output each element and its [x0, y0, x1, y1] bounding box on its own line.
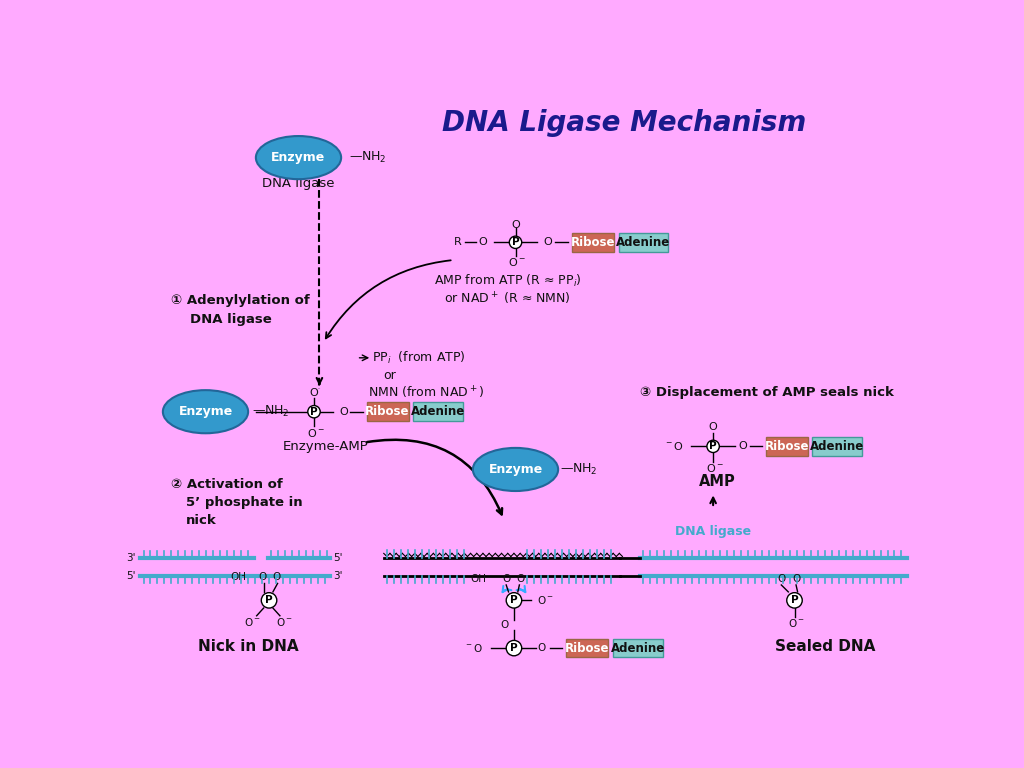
Text: Adenine: Adenine [411, 406, 465, 419]
Text: $^-$O: $^-$O [464, 642, 483, 654]
Text: AMP from ATP (R ≈ PP$_i$): AMP from ATP (R ≈ PP$_i$) [434, 273, 582, 289]
Circle shape [308, 406, 321, 418]
Text: OH: OH [230, 572, 247, 582]
Text: O: O [792, 574, 800, 584]
Text: Ribose: Ribose [366, 406, 410, 419]
Text: O: O [501, 620, 509, 630]
Text: nick: nick [186, 514, 217, 527]
FancyBboxPatch shape [414, 402, 463, 421]
FancyBboxPatch shape [618, 233, 669, 252]
Text: Nick in DNA: Nick in DNA [198, 639, 298, 654]
Text: AMP: AMP [698, 474, 735, 488]
Text: 5': 5' [334, 553, 343, 563]
Text: ③ Displacement of AMP seals nick: ③ Displacement of AMP seals nick [640, 386, 893, 399]
Circle shape [261, 593, 276, 608]
Text: PP$_i$  (from ATP): PP$_i$ (from ATP) [372, 349, 466, 366]
Text: O$^-$: O$^-$ [508, 257, 526, 268]
Text: 3': 3' [126, 553, 136, 563]
Text: Adenine: Adenine [616, 236, 671, 249]
Text: 5’ phosphate in: 5’ phosphate in [186, 496, 303, 509]
Text: O: O [738, 442, 746, 452]
Text: O: O [339, 407, 348, 417]
Text: O$^-$: O$^-$ [707, 462, 724, 474]
Text: DNA Ligase Mechanism: DNA Ligase Mechanism [442, 109, 806, 137]
Text: Adenine: Adenine [810, 440, 864, 453]
FancyBboxPatch shape [766, 437, 808, 455]
Text: Sealed DNA: Sealed DNA [775, 639, 876, 654]
Text: O: O [516, 574, 524, 584]
Text: O: O [502, 574, 510, 584]
Text: —NH$_2$: —NH$_2$ [252, 404, 290, 419]
FancyBboxPatch shape [613, 639, 663, 657]
Text: P: P [791, 595, 799, 605]
Text: O$^-$: O$^-$ [538, 594, 554, 607]
Text: DNA ligase: DNA ligase [190, 313, 271, 326]
FancyBboxPatch shape [572, 233, 614, 252]
Text: O$^-$: O$^-$ [788, 617, 805, 630]
Text: or: or [384, 369, 396, 382]
Text: O: O [511, 220, 520, 230]
Text: 3': 3' [334, 571, 343, 581]
Text: —NH$_2$: —NH$_2$ [560, 462, 598, 477]
Circle shape [509, 236, 521, 249]
Text: DNA ligase: DNA ligase [675, 525, 752, 538]
Text: O$^-$: O$^-$ [276, 616, 293, 628]
Circle shape [506, 641, 521, 656]
FancyBboxPatch shape [367, 402, 409, 421]
Circle shape [786, 593, 802, 608]
Text: P: P [510, 595, 518, 605]
Text: P: P [512, 237, 519, 247]
Text: —NH$_2$: —NH$_2$ [349, 150, 386, 165]
Text: Ribose: Ribose [564, 641, 609, 654]
Text: ① Adenylylation of: ① Adenylylation of [171, 293, 309, 306]
Text: ② Activation of: ② Activation of [171, 478, 283, 492]
Text: O$^-$: O$^-$ [244, 616, 260, 628]
Text: Enzyme-AMP: Enzyme-AMP [283, 440, 369, 453]
Text: O: O [272, 572, 281, 582]
Text: P: P [265, 595, 272, 605]
Text: 5': 5' [126, 571, 136, 581]
Text: O$^-$: O$^-$ [306, 427, 325, 439]
Text: P: P [510, 643, 518, 653]
Text: Enzyme: Enzyme [178, 406, 232, 419]
Text: O: O [544, 237, 552, 247]
Text: Enzyme: Enzyme [488, 463, 543, 476]
Text: NMN (from NAD$^+$): NMN (from NAD$^+$) [369, 385, 484, 402]
Text: O: O [709, 422, 718, 432]
Text: Adenine: Adenine [611, 641, 665, 654]
Text: Enzyme: Enzyme [271, 151, 326, 164]
Text: DNA ligase: DNA ligase [262, 177, 335, 190]
Text: Ribose: Ribose [570, 236, 615, 249]
Text: O: O [309, 389, 318, 399]
FancyBboxPatch shape [566, 639, 607, 657]
Text: P: P [710, 442, 717, 452]
Text: R: R [455, 237, 462, 247]
Text: Ribose: Ribose [765, 440, 809, 453]
Text: OH: OH [470, 574, 486, 584]
Text: O: O [478, 237, 487, 247]
Circle shape [506, 593, 521, 608]
Text: $^-$O: $^-$O [664, 440, 684, 452]
Text: or NAD$^+$ (R ≈ NMN): or NAD$^+$ (R ≈ NMN) [444, 290, 571, 306]
Circle shape [707, 440, 719, 452]
Text: O: O [258, 572, 266, 582]
Ellipse shape [163, 390, 248, 433]
Text: O: O [777, 574, 785, 584]
Text: P: P [310, 407, 317, 417]
Text: O: O [538, 643, 546, 653]
Ellipse shape [256, 136, 341, 179]
FancyBboxPatch shape [812, 437, 862, 455]
Ellipse shape [473, 448, 558, 491]
